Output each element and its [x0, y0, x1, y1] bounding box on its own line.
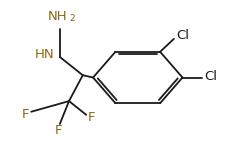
Text: Cl: Cl	[203, 70, 216, 83]
Text: F: F	[55, 124, 62, 137]
Text: 2: 2	[69, 14, 74, 23]
Text: HN: HN	[35, 48, 55, 61]
Text: NH: NH	[48, 10, 67, 23]
Text: F: F	[88, 111, 95, 124]
Text: F: F	[22, 108, 29, 121]
Text: Cl: Cl	[175, 29, 188, 42]
